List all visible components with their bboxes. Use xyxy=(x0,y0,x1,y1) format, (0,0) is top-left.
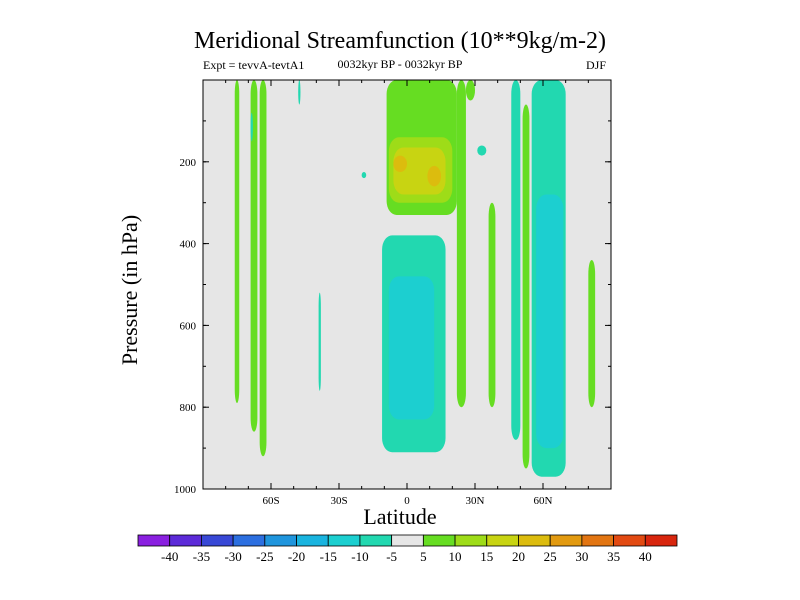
colorbar-label: 25 xyxy=(544,549,557,564)
contour-region xyxy=(522,104,530,469)
y-tick-label: 800 xyxy=(180,402,197,414)
y-tick-label: 400 xyxy=(180,239,197,251)
colorbar-swatch xyxy=(137,534,171,547)
colorbar-swatch xyxy=(232,534,266,547)
colorbar-swatch xyxy=(486,534,519,547)
colorbar-label: 40 xyxy=(639,549,652,564)
contour-region xyxy=(536,194,564,449)
contour-region xyxy=(427,165,441,187)
colorbar-swatch xyxy=(644,534,678,547)
colorbar-swatch xyxy=(549,534,583,547)
season-label: DJF xyxy=(586,58,607,72)
contour-region xyxy=(393,155,407,173)
colorbar-swatch xyxy=(264,534,297,547)
contour-region xyxy=(488,202,496,408)
y-tick-label: 200 xyxy=(180,157,197,169)
colorbar-swatch xyxy=(169,534,202,547)
contour-region xyxy=(588,259,596,408)
colorbar-swatch xyxy=(327,534,361,547)
colorbar-label: -20 xyxy=(288,549,305,564)
colorbar-label: -25 xyxy=(256,549,273,564)
colorbar-swatch xyxy=(613,534,646,547)
colorbar-swatch xyxy=(359,534,393,547)
x-tick-label: 30N xyxy=(466,495,485,507)
contour-region xyxy=(361,172,367,179)
colorbar-label: -30 xyxy=(224,549,241,564)
colorbar-label: 5 xyxy=(420,549,427,564)
contour-region xyxy=(298,80,301,105)
x-tick-label: 60N xyxy=(534,495,553,507)
colorbar-label: -5 xyxy=(386,549,397,564)
chart-title: Meridional Streamfunction (10**9kg/m-2) xyxy=(194,28,606,54)
colorbar-swatch xyxy=(201,534,234,547)
colorbar-swatch xyxy=(296,534,329,547)
contour-region xyxy=(465,80,475,101)
x-tick-label: 0 xyxy=(404,495,410,507)
x-tick-label: 60S xyxy=(262,495,279,507)
contour-region xyxy=(477,145,487,156)
colorbar-swatch xyxy=(422,534,456,547)
colorbar-label: -35 xyxy=(193,549,210,564)
colorbar-label: -10 xyxy=(351,549,368,564)
contour-region xyxy=(318,292,321,391)
y-tick-label: 600 xyxy=(180,320,197,332)
colorbar-swatch xyxy=(454,534,488,547)
colorbar-label: -15 xyxy=(320,549,337,564)
contour-region xyxy=(250,80,258,432)
x-tick-label: 30S xyxy=(330,495,347,507)
contour-region xyxy=(388,276,435,420)
contour-region xyxy=(511,80,521,440)
colorbar-swatch xyxy=(518,534,551,547)
y-tick-label: 1000 xyxy=(174,484,197,496)
colorbar-label: 35 xyxy=(607,549,620,564)
experiment-label: Expt = tevvA-tevtA1 xyxy=(203,58,305,72)
colorbar-label: 30 xyxy=(575,549,588,564)
colorbar-label: 10 xyxy=(449,549,462,564)
contour-region xyxy=(234,80,240,404)
contour-region xyxy=(250,112,253,142)
contour-region xyxy=(456,80,466,408)
colorbar-swatch xyxy=(581,534,614,547)
colorbar-swatch xyxy=(391,534,424,547)
colorbar-label: 15 xyxy=(480,549,493,564)
contour-region xyxy=(259,80,267,457)
x-axis-label: Latitude xyxy=(363,504,437,529)
colorbar-label: -40 xyxy=(161,549,178,564)
colorbar-label: 20 xyxy=(512,549,525,564)
time-range-label: 0032kyr BP - 0032kyr BP xyxy=(337,57,463,71)
